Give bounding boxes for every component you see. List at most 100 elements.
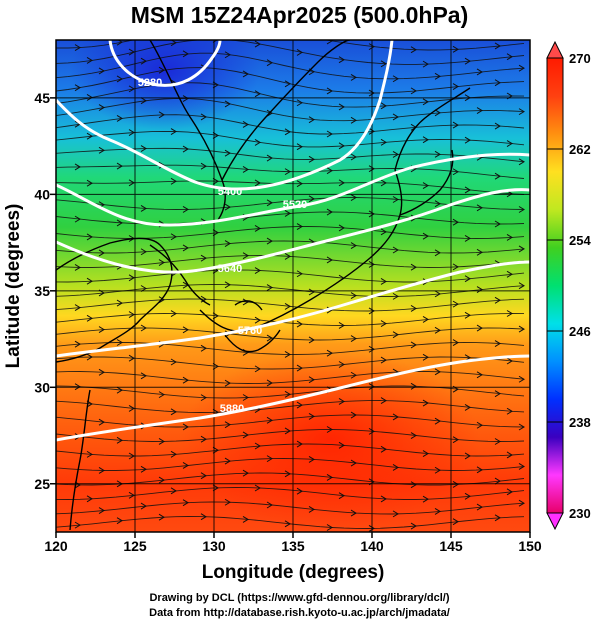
flow-arrow (212, 484, 219, 492)
flow-arrow (350, 153, 357, 161)
flow-arrow (494, 477, 501, 485)
flow-arrow (350, 509, 357, 517)
x-tick-label: 130 (202, 538, 226, 554)
flow-arrow (380, 445, 387, 453)
flow-arrow (296, 180, 303, 188)
flow-arrow (296, 401, 303, 409)
flow-arrow (464, 311, 471, 319)
height-contour (56, 260, 530, 358)
flow-arrow (494, 514, 501, 522)
flow-arrow (518, 375, 525, 383)
flow-arrow (476, 68, 483, 76)
flow-arrow (116, 75, 123, 83)
flow-arrow (326, 167, 333, 175)
height-contour (56, 40, 394, 191)
flow-arrow (116, 299, 123, 307)
flow-arrow (296, 143, 303, 151)
flow-arrow (518, 325, 525, 333)
flow-arrow (224, 149, 231, 157)
flow-arrow (368, 260, 375, 268)
flow-arrow (392, 292, 399, 300)
flow-arrow (242, 166, 249, 173)
flow-arrow (326, 524, 333, 531)
flow-arrow (284, 210, 291, 217)
colorbar-ticks: 270 262 254 246 238 230 (547, 51, 591, 521)
x-axis-label: Longitude (degrees) (202, 562, 385, 583)
flow-arrow (422, 232, 429, 240)
flow-arrow (434, 290, 441, 298)
flow-arrow (140, 57, 147, 65)
flow-arrow (284, 80, 291, 88)
flow-arrow (506, 140, 513, 147)
flow-arrow (296, 223, 303, 230)
streamline (56, 458, 525, 471)
flow-arrow (452, 436, 459, 444)
streamline (56, 97, 525, 122)
flow-arrow (410, 263, 417, 271)
flow-arrow (422, 495, 429, 503)
flow-arrow (98, 418, 105, 426)
flow-arrow (434, 72, 441, 80)
flow-arrow (86, 56, 93, 64)
flow-arrow (392, 196, 399, 203)
x-axis: 120 125 130 135 140 145 150 (44, 532, 542, 554)
flow-arrow (128, 452, 135, 460)
flow-arrow (368, 127, 375, 135)
flow-arrow (410, 341, 417, 349)
flow-arrow (326, 256, 333, 264)
flow-arrow (224, 379, 231, 387)
flow-arrow (338, 441, 345, 449)
height-contours (56, 40, 530, 442)
flow-arrow (200, 435, 207, 443)
flow-arrow (464, 136, 471, 144)
flow-arrow (98, 249, 105, 257)
flow-arrow (254, 442, 261, 450)
streamline (56, 52, 525, 80)
flow-arrow (368, 210, 375, 218)
flow-arrow (86, 233, 93, 241)
flow-arrow (518, 282, 525, 290)
flow-arrow (452, 121, 459, 129)
flow-arrow (254, 267, 261, 274)
flow-arrow (464, 452, 471, 460)
flow-arrow (368, 345, 375, 353)
flow-arrow (158, 296, 165, 304)
streamline (56, 40, 525, 51)
flow-arrow (392, 510, 399, 518)
height-contour (56, 354, 530, 442)
flow-arrow (368, 383, 375, 391)
flow-arrow (368, 427, 375, 435)
flow-arrow (212, 446, 219, 454)
flow-arrow (476, 204, 483, 212)
flow-arrow (182, 376, 189, 384)
flow-arrow (368, 165, 375, 173)
x-tick-label: 145 (439, 538, 463, 554)
flow-arrow (284, 520, 291, 528)
flow-arrow (434, 368, 441, 376)
flow-arrow (170, 310, 177, 317)
flow-arrow (182, 326, 189, 334)
flow-arrow (128, 129, 135, 136)
flow-arrow (464, 186, 471, 194)
flow-arrow (308, 455, 315, 463)
flow-arrow (128, 491, 135, 499)
flow-arrow (170, 128, 177, 135)
flow-arrow (494, 122, 501, 130)
flow-arrow (158, 476, 165, 484)
colorbar-label: 246 (569, 324, 591, 339)
flow-arrow (116, 517, 123, 525)
flow-arrow (224, 421, 231, 429)
flow-arrow (380, 228, 387, 236)
flow-arrow (506, 310, 513, 317)
flow-arrow (392, 75, 399, 83)
flow-arrow (434, 249, 441, 257)
contour-label: 5880 (220, 403, 244, 415)
flow-arrow (350, 242, 357, 250)
flow-arrow (158, 259, 165, 266)
flow-arrow (338, 103, 345, 111)
colorbar-top-arrow (546, 40, 564, 59)
flow-arrow (434, 150, 441, 158)
flow-arrow (212, 177, 219, 185)
flow-arrow (224, 457, 231, 465)
contour-label: 5520 (283, 199, 307, 211)
